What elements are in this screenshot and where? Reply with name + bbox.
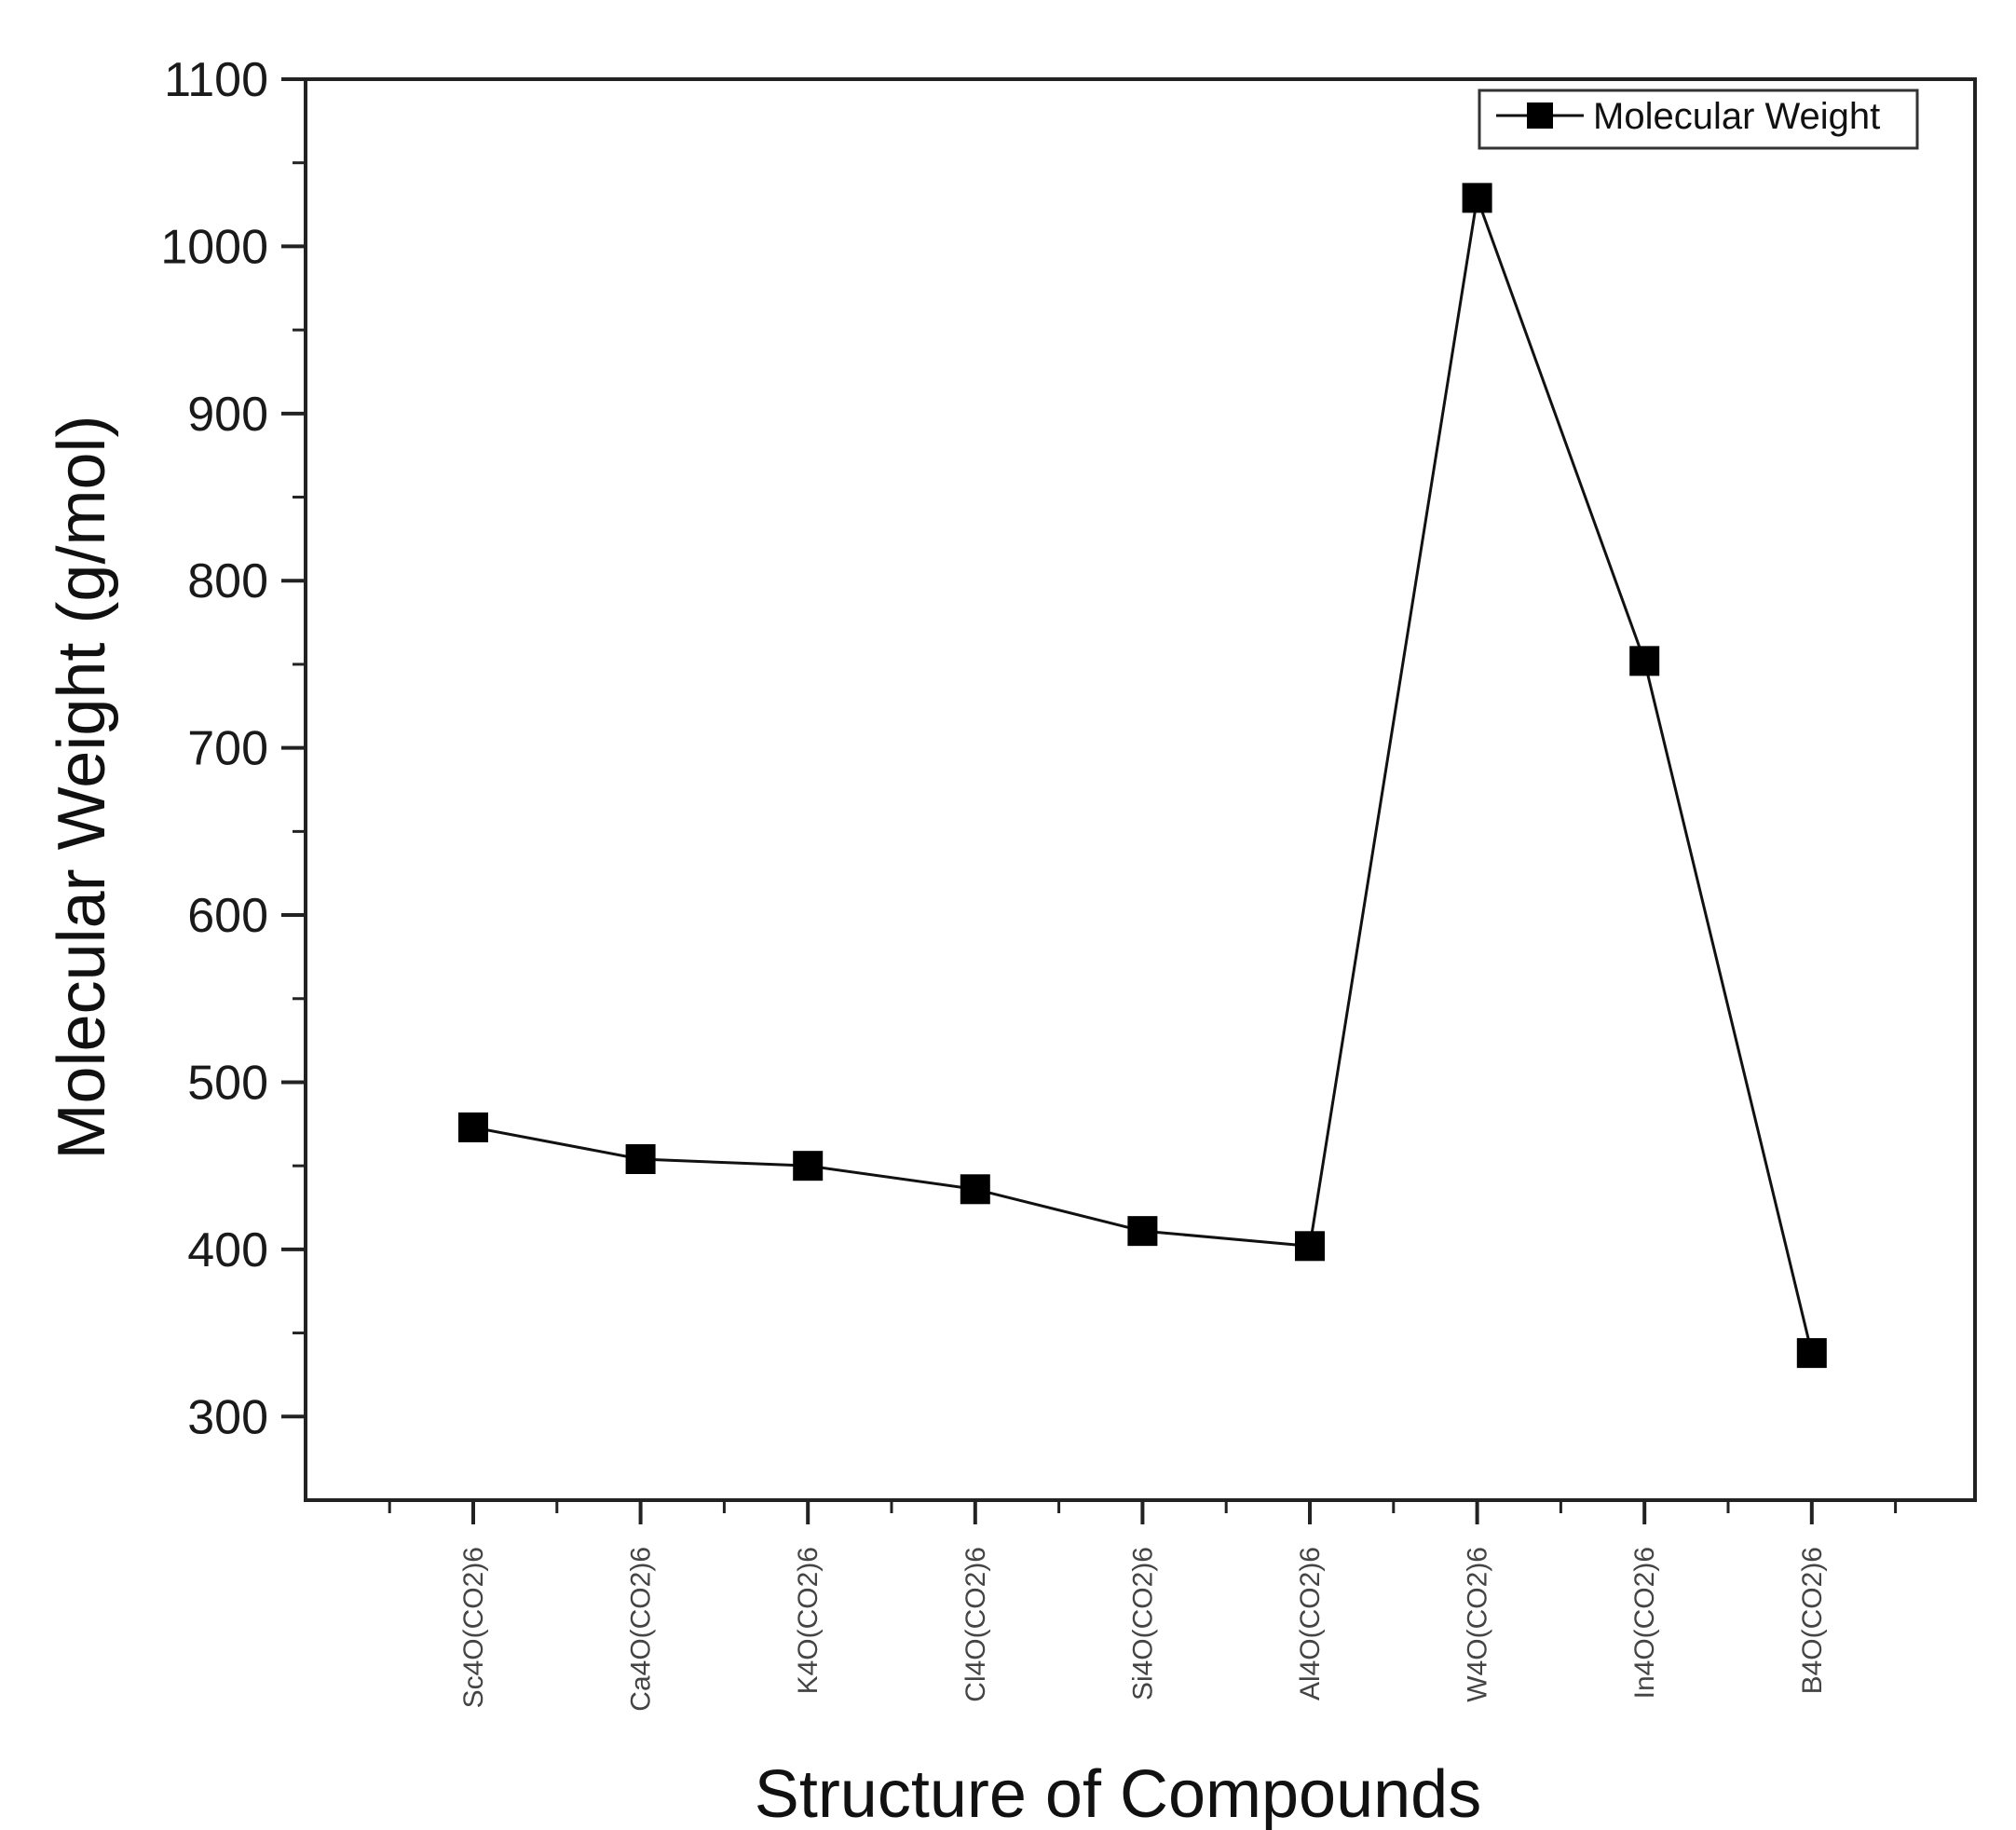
data-point	[1127, 1216, 1158, 1247]
y-tick-label: 900	[187, 388, 268, 442]
x-tick-label: B4O(CO2)6	[1797, 1547, 1828, 1694]
legend-label: Molecular Weight	[1593, 96, 1880, 137]
data-point	[1629, 646, 1660, 676]
legend-marker	[1527, 102, 1553, 129]
data-point	[1462, 183, 1492, 213]
series-line	[472, 197, 1814, 1354]
data-point	[1796, 1338, 1827, 1369]
x-axis: Sc4O(CO2)6 Ca4O(CO2)6 K4O(CO2)6 Cl4O(CO2)6 S…	[388, 1500, 1898, 1712]
x-tick-label: Sc4O(CO2)6	[458, 1547, 489, 1708]
data-point	[793, 1151, 824, 1181]
x-tick-label: Si4O(CO2)6	[1127, 1547, 1158, 1700]
x-tick-label: Al4O(CO2)6	[1295, 1547, 1326, 1700]
y-tick-label: 700	[187, 722, 268, 776]
y-tick-label: 600	[187, 889, 268, 943]
x-tick-label: Ca4O(CO2)6	[626, 1547, 657, 1712]
y-tick-label: 1000	[160, 220, 268, 274]
y-axis: 300 400 500 600 700 800 900 1000 1100	[160, 53, 306, 1444]
x-axis-title: Structure of Compounds	[755, 1757, 1481, 1830]
data-point	[960, 1174, 990, 1205]
x-tick-label: K4O(CO2)6	[793, 1547, 824, 1694]
plot-border	[304, 77, 1977, 1502]
series-layer	[458, 183, 1827, 1369]
y-tick-label: 300	[187, 1390, 268, 1444]
y-axis-title: Molecular Weight (g/mol)	[45, 416, 119, 1160]
y-tick-label: 400	[187, 1223, 268, 1277]
data-point	[625, 1144, 656, 1174]
x-tick-label: Cl4O(CO2)6	[960, 1547, 991, 1702]
data-point	[1295, 1231, 1325, 1262]
y-tick-label: 1100	[164, 53, 268, 107]
x-tick-label: W4O(CO2)6	[1463, 1547, 1493, 1702]
y-tick-label: 500	[187, 1056, 268, 1110]
y-tick-label: 800	[187, 554, 268, 608]
plot-frame	[304, 77, 1977, 1502]
data-point	[458, 1112, 488, 1142]
x-tick-label: In4O(CO2)6	[1629, 1547, 1660, 1699]
legend: Molecular Weight	[1478, 89, 1919, 150]
